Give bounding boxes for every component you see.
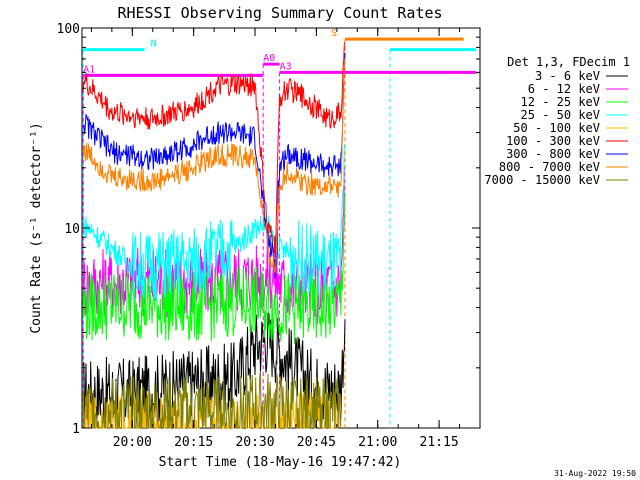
series-line bbox=[82, 192, 346, 344]
chart-title: RHESSI Observing Summary Count Rates bbox=[117, 4, 442, 22]
x-tick-label: 20:00 bbox=[113, 435, 152, 450]
x-tick-label: 20:30 bbox=[235, 435, 274, 450]
series-line bbox=[82, 52, 346, 279]
legend-label: 3 - 6 keV bbox=[535, 69, 600, 83]
x-tick-label: 20:15 bbox=[174, 435, 213, 450]
legend-label: 6 - 12 keV bbox=[528, 82, 600, 96]
y-tick-label: 1 bbox=[72, 422, 80, 437]
series-line bbox=[82, 41, 346, 258]
flag-label-a1: A1 bbox=[83, 64, 95, 75]
y-axis-label: Count Rate (s⁻¹ detector⁻¹) bbox=[29, 122, 44, 333]
legend-label: 12 - 25 keV bbox=[521, 95, 600, 109]
series-line bbox=[82, 58, 346, 274]
legend-label: 25 - 50 keV bbox=[521, 108, 600, 122]
legend-title: Det 1,3, FDecim 1 bbox=[507, 55, 630, 69]
x-tick-label: 20:45 bbox=[297, 435, 336, 450]
series-line bbox=[82, 144, 346, 302]
y-tick-label: 100 bbox=[57, 22, 80, 37]
legend-label: 50 - 100 keV bbox=[513, 121, 600, 135]
y-tick-label: 10 bbox=[64, 222, 80, 237]
x-tick-label: 21:15 bbox=[420, 435, 459, 450]
flag-label-n: N bbox=[151, 39, 157, 50]
flag-label-a3: A3 bbox=[280, 61, 292, 72]
legend-label: 800 - 7000 keV bbox=[499, 160, 600, 174]
x-tick-label: 21:00 bbox=[358, 435, 397, 450]
flag-label-a0: A0 bbox=[263, 53, 275, 64]
flag-label-s: S bbox=[331, 28, 337, 39]
x-axis-label: Start Time (18-May-16 19:47:42) bbox=[159, 455, 402, 470]
footer-timestamp: 31-Aug-2022 19:50 bbox=[554, 469, 636, 478]
series-line bbox=[82, 371, 342, 430]
legend-label: 7000 - 15000 keV bbox=[484, 173, 600, 187]
legend-label: 100 - 300 keV bbox=[506, 134, 600, 148]
legend-label: 300 - 800 keV bbox=[506, 147, 600, 161]
